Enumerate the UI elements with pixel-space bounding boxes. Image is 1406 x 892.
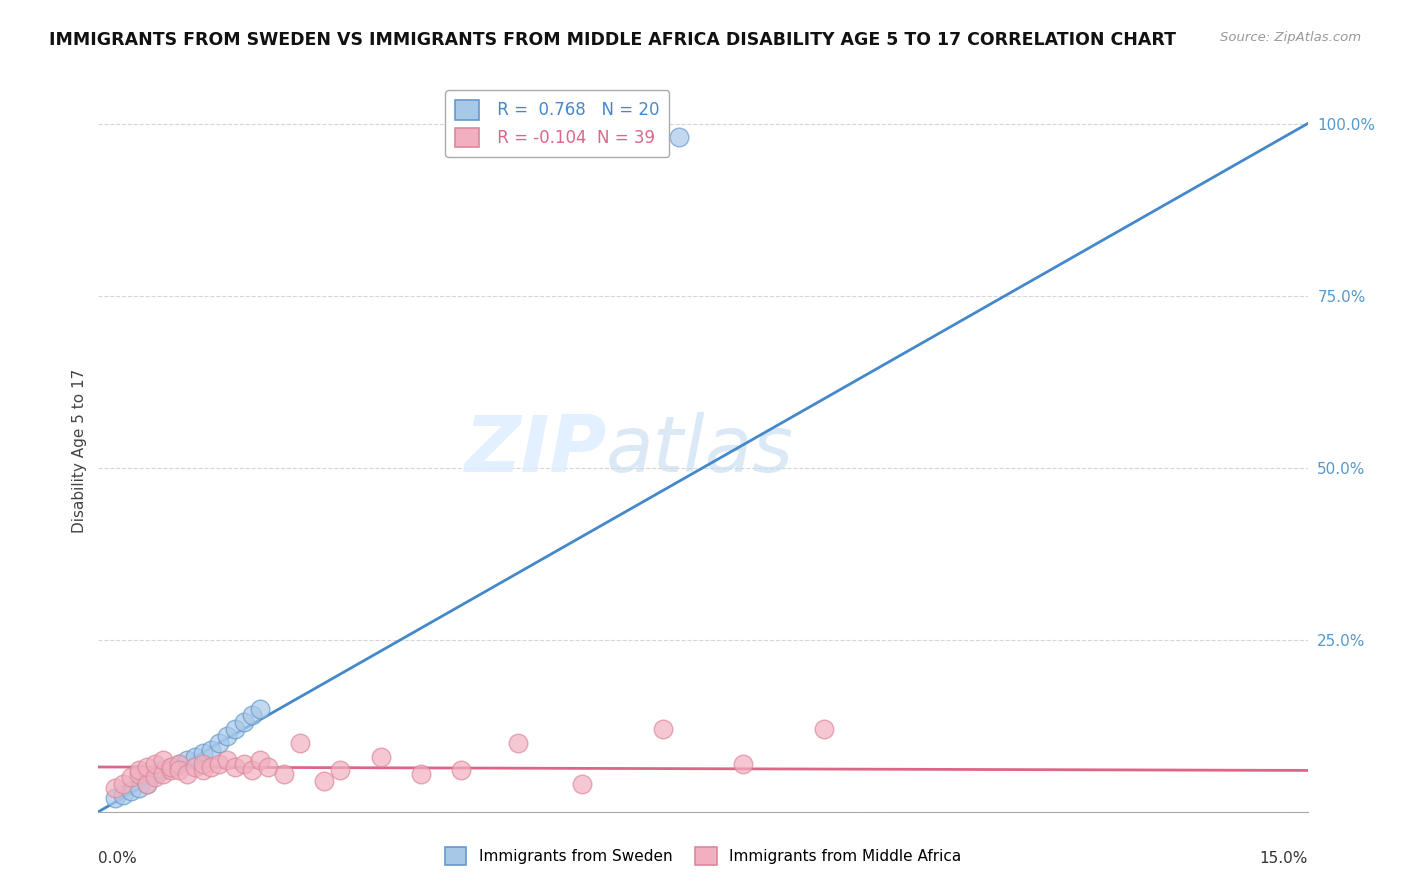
Point	[208, 756, 231, 771]
Point	[273, 767, 295, 781]
Point	[232, 756, 254, 771]
Point	[167, 756, 190, 771]
Point	[128, 780, 150, 795]
Point	[651, 722, 673, 736]
Point	[506, 736, 529, 750]
Point	[103, 791, 125, 805]
Point	[184, 749, 207, 764]
Point	[249, 701, 271, 715]
Point	[240, 764, 263, 778]
Point	[668, 130, 690, 145]
Point	[160, 760, 183, 774]
Text: 0.0%: 0.0%	[98, 852, 138, 866]
Point	[111, 788, 134, 802]
Point	[135, 777, 157, 791]
Point	[176, 753, 198, 767]
Point	[217, 753, 239, 767]
Point	[450, 764, 472, 778]
Point	[193, 756, 215, 771]
Point	[176, 767, 198, 781]
Point	[167, 764, 190, 778]
Point	[128, 767, 150, 781]
Point	[329, 764, 352, 778]
Point	[152, 753, 174, 767]
Point	[208, 736, 231, 750]
Text: 15.0%: 15.0%	[1260, 852, 1308, 866]
Point	[160, 760, 183, 774]
Point	[733, 756, 755, 771]
Legend:  R =  0.768   N = 20,  R = -0.104  N = 39: R = 0.768 N = 20, R = -0.104 N = 39	[446, 90, 669, 157]
Point	[256, 760, 278, 774]
Point	[152, 764, 174, 778]
Point	[217, 729, 239, 743]
Point	[143, 756, 166, 771]
Point	[224, 760, 246, 774]
Point	[128, 764, 150, 778]
Text: ZIP: ZIP	[464, 412, 606, 489]
Point	[370, 749, 392, 764]
Point	[167, 756, 190, 771]
Point	[160, 764, 183, 778]
Point	[314, 773, 336, 788]
Point	[232, 715, 254, 730]
Point	[120, 784, 142, 798]
Point	[103, 780, 125, 795]
Point	[409, 767, 432, 781]
Point	[813, 722, 835, 736]
Point	[193, 764, 215, 778]
Point	[288, 736, 311, 750]
Text: IMMIGRANTS FROM SWEDEN VS IMMIGRANTS FROM MIDDLE AFRICA DISABILITY AGE 5 TO 17 C: IMMIGRANTS FROM SWEDEN VS IMMIGRANTS FRO…	[49, 31, 1177, 49]
Point	[200, 760, 222, 774]
Point	[135, 777, 157, 791]
Legend: Immigrants from Sweden, Immigrants from Middle Africa: Immigrants from Sweden, Immigrants from …	[439, 841, 967, 871]
Point	[184, 760, 207, 774]
Point	[120, 770, 142, 784]
Point	[135, 760, 157, 774]
Point	[200, 743, 222, 757]
Text: Source: ZipAtlas.com: Source: ZipAtlas.com	[1220, 31, 1361, 45]
Point	[240, 708, 263, 723]
Point	[143, 770, 166, 784]
Point	[143, 767, 166, 781]
Point	[224, 722, 246, 736]
Text: atlas: atlas	[606, 412, 794, 489]
Point	[152, 767, 174, 781]
Point	[571, 777, 593, 791]
Point	[193, 746, 215, 760]
Point	[249, 753, 271, 767]
Point	[111, 777, 134, 791]
Y-axis label: Disability Age 5 to 17: Disability Age 5 to 17	[72, 368, 87, 533]
